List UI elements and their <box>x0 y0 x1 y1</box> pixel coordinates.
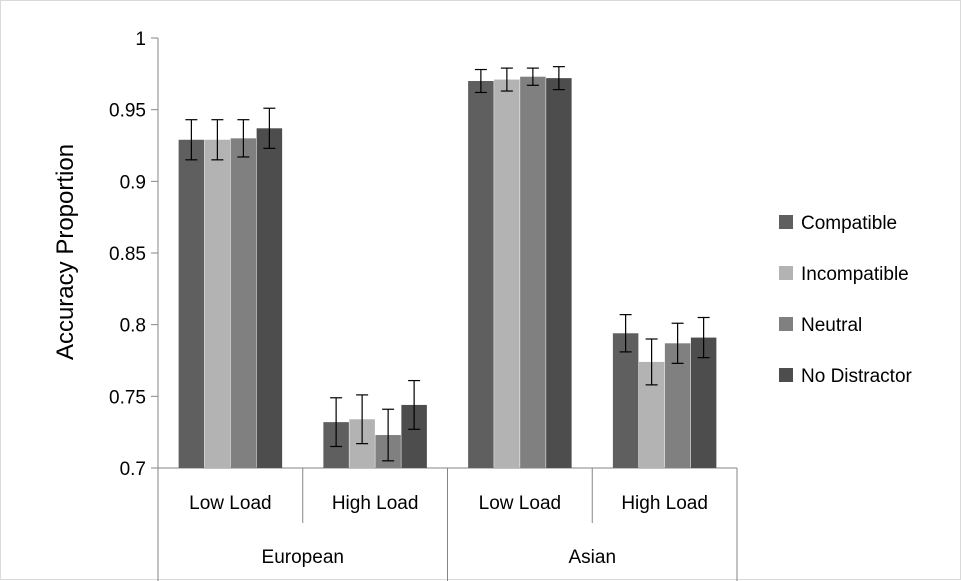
y-tick-label: 0.7 <box>120 459 146 480</box>
legend: Compatible Incompatible Neutral No Distract… <box>779 213 913 387</box>
bar-no-distractor <box>690 337 717 468</box>
x-subcategory-label: Low Load <box>479 493 561 514</box>
legend-swatch <box>779 266 793 280</box>
legend-label: Incompatible <box>801 264 909 285</box>
y-tick-label: 0.8 <box>120 316 146 337</box>
x-axis-labels: Low Load High Load European Low Load High Lo… <box>189 493 708 568</box>
legend-label: Neutral <box>801 315 862 336</box>
bar-incompatible <box>204 139 231 468</box>
bar-no-distractor <box>256 128 283 469</box>
x-subcategory-label: Low Load <box>189 493 271 514</box>
bar-compatible <box>178 139 205 468</box>
bar-incompatible <box>494 79 520 469</box>
bar-compatible <box>612 333 639 468</box>
legend-label: No Distractor <box>801 366 913 387</box>
y-axis-title: Accuracy Proportion <box>52 144 79 360</box>
x-group-label: Asian <box>568 547 616 568</box>
legend-label: Compatible <box>801 213 897 234</box>
x-subcategory-label: High Load <box>621 493 708 514</box>
bars <box>178 76 717 469</box>
x-subcategory-label: High Load <box>332 493 419 514</box>
bar-neutral <box>664 343 691 468</box>
bar-no-distractor <box>546 78 572 468</box>
legend-swatch <box>779 317 793 331</box>
y-tick-label: 0.95 <box>109 101 146 122</box>
legend-swatch <box>779 368 793 382</box>
y-tick-label: 0.9 <box>120 172 146 193</box>
error-bars <box>185 66 710 462</box>
bar-compatible <box>468 81 494 468</box>
y-tick-label: 1 <box>135 29 146 50</box>
bar-neutral <box>230 138 257 469</box>
bar-neutral <box>520 76 546 468</box>
y-tick-label: 0.75 <box>109 387 146 408</box>
legend-swatch <box>779 215 793 229</box>
x-group-label: European <box>262 547 344 568</box>
axes: 0.7 0.75 0.8 0.85 0.9 0.95 1 <box>109 29 738 581</box>
y-tick-label: 0.85 <box>109 244 146 265</box>
